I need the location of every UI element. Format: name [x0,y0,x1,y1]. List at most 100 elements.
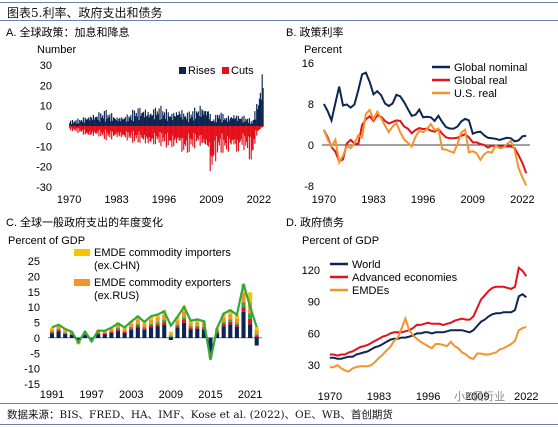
panel-a-bar-rises [77,118,79,126]
panel-a-bar-rises [82,117,84,126]
panel-a-bar-cuts [95,126,97,134]
panel-a-bar-rises [193,120,195,126]
panel-a-bar-cuts [237,126,240,152]
panel-a-bar-rises [147,111,149,126]
panel-a-bar-rises [74,122,76,126]
panel-a-bar-cuts [259,126,261,129]
panel-c-xtick: 2021 [238,389,262,401]
panel-c-bar-red [182,320,187,323]
panel-a-bar-cuts [124,126,126,138]
panel-c-bar-emdecommodityexportersexrus [56,326,61,329]
panel-a-bar-cuts [260,126,262,128]
panel-a-bar-cuts [106,126,108,133]
panel-c-bar-navy [96,334,101,338]
panel-a-bar-cuts [145,126,147,137]
panel-b-xtick: 1983 [361,194,385,206]
panel-c-bar-red [115,329,121,332]
panel-a-bar-cuts [125,126,127,132]
panel-a-bar-rises [242,122,244,126]
panel-c-bar-emdecommodityexportersexrus [254,330,259,335]
panel-a-bar-rises [91,120,94,126]
panel-c-bar-red [82,334,88,335]
panel-c-total-line [51,283,258,361]
panel-a-bar-cuts [220,126,222,153]
source-note: 数据来源：BIS、FRED、HA、IMF、Kose et al. (2022)、… [7,409,393,421]
panel-a-bar-cuts [257,126,260,131]
panel-a-bar-rises [115,120,117,126]
panel-c-bar-red [188,328,193,330]
panel-c-ytick: -5 [30,348,40,360]
panel-a-bar-rises [128,116,130,126]
panel-a-bar-rises [217,118,219,126]
panel-c-bar-emdecommodityexportersexrus [63,330,68,333]
panel-a-bar-rises [73,121,75,126]
panel-a-bar-cuts [251,126,253,151]
panel-a-bar-rises [85,119,87,126]
panel-a-unit: Number [37,44,76,56]
panel-a-bar-rises [164,112,166,126]
panel-a-bar-cuts [167,126,169,146]
panel-a-bar-cuts [80,126,82,131]
panel-d-line-2 [329,315,527,373]
panel-a-bar-rises [126,114,128,126]
panel-a-bar-cuts [70,126,72,131]
panel-a-bar-cuts [195,126,198,142]
panel-c-bar-red [102,333,107,335]
top-rule [0,2,558,3]
panel-a-bar-rises [93,119,95,126]
panel-a-bar-cuts [207,126,209,147]
panel-c-bar-navy [56,331,61,338]
panel-a-bar-cuts [108,126,110,135]
panel-a-bar-rises [208,119,210,126]
panel-a-bar-cuts [224,126,226,146]
panel-a-bar-cuts [177,126,179,138]
panel-a-bar-rises [70,124,73,126]
panel-a-bar-cuts [197,126,199,141]
panel-a-bar-rises [240,119,242,126]
panel-a-bar-rises [134,116,136,126]
panel-c-bar-green [188,326,193,329]
panel-a-bar-rises [109,114,111,126]
panel-a-bar-rises [90,116,92,126]
panel-a-bar-rises [150,113,152,126]
panel-d-xtick: 1996 [416,391,440,402]
panel-a-bar-rises [84,117,86,126]
panel-a-bar-cuts [71,126,74,132]
panel-c-bar-emdecommodityexportersexrus [135,319,140,324]
panel-d-line-0 [329,292,527,360]
panel-b-legend-label-1: Global real [454,75,507,87]
panel-a-bar-rises [136,116,138,126]
panel-a-bar-rises [215,114,217,126]
panel-c-bar-green [168,336,173,337]
panel-a-bar-rises [224,118,226,126]
panel-a-bar-rises [166,120,168,126]
panel-d-ytick: 60 [308,328,320,340]
panel-a-bar-rises [81,122,84,126]
panel-a-bar-rises [153,119,156,126]
panel-a-bar-rises [261,74,263,126]
panel-a-bar-rises [174,116,177,126]
panel-d-xtick: 1983 [367,391,391,402]
panel-a-bar-rises [119,118,121,126]
panel-c-bar-green [129,326,134,329]
panel-a-bar-rises [233,115,235,126]
panel-a-bar-rises [111,113,113,126]
panel-a-bar-rises [202,110,204,126]
panel-c-bar-green [102,332,107,334]
panel-a-bar-rises [239,118,241,126]
panel-c-bar-navy [109,332,114,338]
panel-a-bar-rises [201,109,203,126]
panel-a-bar-cuts [201,126,203,144]
panel-a-bar-rises [78,123,80,126]
panel-a-bar-cuts [232,126,234,140]
panel-a-bar-rises [70,120,72,126]
panel-a-bar-rises [112,117,115,126]
panel-a-bar-rises [170,117,172,126]
panel-b-legend-label-0: Global nominal [454,62,527,74]
panel-c-bar-green [56,328,61,331]
panel-a-bar-rises [142,112,144,126]
panel-a-bar-cuts [261,126,263,128]
panel-a-bar-cuts [93,126,95,132]
panel-c-legend-importers-swatch [74,249,90,256]
